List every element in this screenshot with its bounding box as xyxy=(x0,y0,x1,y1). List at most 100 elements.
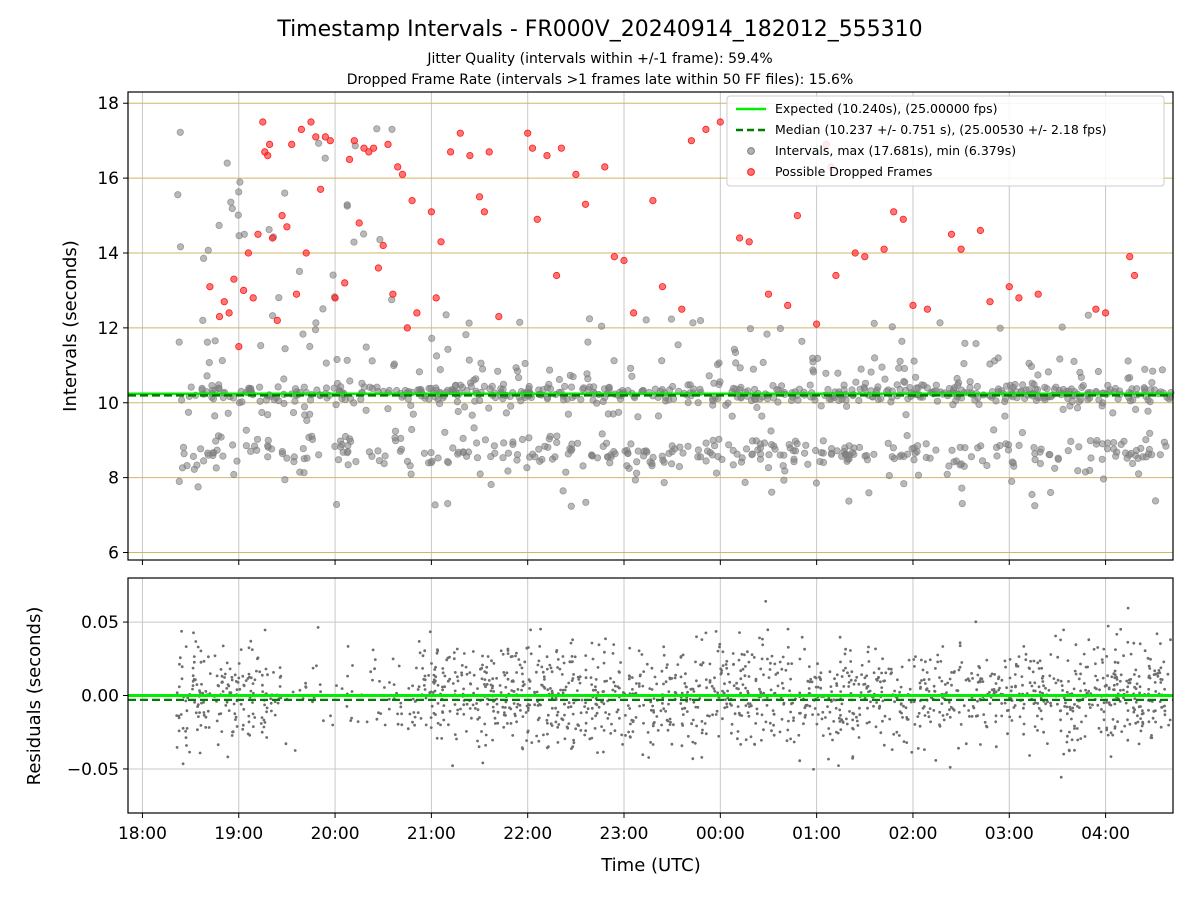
residual-point xyxy=(487,679,491,682)
residual-point xyxy=(1113,669,1117,673)
residual-point xyxy=(642,721,645,725)
interval-point xyxy=(344,441,352,450)
residual-point xyxy=(831,738,834,742)
residual-point xyxy=(443,674,447,678)
residual-point xyxy=(695,724,698,728)
residual-point xyxy=(1059,679,1063,683)
residual-point xyxy=(846,671,849,675)
residual-point xyxy=(1147,676,1151,679)
residual-point xyxy=(881,699,885,703)
residual-point xyxy=(516,688,520,691)
residual-point xyxy=(1139,717,1142,720)
dropped-frame-point xyxy=(369,144,378,152)
residual-point xyxy=(772,723,775,727)
residual-point xyxy=(653,675,657,679)
residual-point xyxy=(533,690,536,694)
interval-point xyxy=(793,440,801,448)
interval-point xyxy=(910,456,918,464)
residual-point xyxy=(695,635,698,639)
residual-point xyxy=(1059,709,1063,712)
interval-point xyxy=(813,354,822,362)
residual-point xyxy=(443,685,446,689)
residual-point xyxy=(957,746,960,750)
residual-point xyxy=(1115,678,1119,681)
residual-point xyxy=(561,655,565,658)
dropped-frame-point xyxy=(557,144,566,152)
interval-point xyxy=(1001,412,1009,420)
residual-point xyxy=(798,691,802,695)
dropped-frame-point xyxy=(610,253,619,261)
residual-point xyxy=(785,739,789,743)
interval-point xyxy=(610,357,618,365)
residual-point xyxy=(1102,710,1106,714)
residual-point xyxy=(744,665,747,668)
residual-point xyxy=(739,669,743,673)
interval-point xyxy=(253,435,262,443)
residual-point xyxy=(1115,675,1118,679)
residual-point xyxy=(962,704,966,708)
residual-point xyxy=(920,679,923,682)
residual-point xyxy=(537,739,541,743)
residual-point xyxy=(994,690,998,694)
interval-point xyxy=(453,398,461,406)
residual-point xyxy=(1068,730,1071,734)
residual-point xyxy=(1059,729,1063,733)
residual-point xyxy=(502,671,506,674)
residual-point xyxy=(716,691,719,695)
interval-point xyxy=(535,445,543,453)
residual-point xyxy=(1062,696,1066,700)
residual-point xyxy=(571,660,574,664)
residual-point xyxy=(985,658,989,662)
interval-point xyxy=(737,458,746,466)
interval-point xyxy=(465,356,473,364)
residual-point xyxy=(416,688,420,691)
residual-point xyxy=(216,743,220,747)
interval-point xyxy=(290,457,298,466)
interval-point xyxy=(264,442,272,450)
residual-point xyxy=(278,676,282,679)
residual-point xyxy=(680,691,684,695)
residual-point xyxy=(1030,684,1034,688)
interval-point xyxy=(748,450,756,459)
interval-point xyxy=(992,397,1000,405)
residual-point xyxy=(1073,703,1076,706)
residual-point xyxy=(792,740,796,744)
legend-dropped-label: Possible Dropped Frames xyxy=(775,164,932,179)
interval-point xyxy=(543,395,552,403)
dropped-frame-point xyxy=(379,241,387,250)
residual-point xyxy=(909,700,913,704)
interval-point xyxy=(331,442,339,450)
residual-point xyxy=(615,710,619,714)
residual-point xyxy=(948,677,952,681)
residual-point xyxy=(681,707,684,711)
residual-point xyxy=(1020,675,1024,678)
residual-point xyxy=(396,712,399,716)
interval-point xyxy=(477,359,485,367)
residual-point xyxy=(206,709,210,713)
residual-point xyxy=(546,732,549,736)
residual-point xyxy=(1036,714,1039,718)
interval-point xyxy=(299,444,307,453)
residual-point xyxy=(184,736,188,739)
residual-point xyxy=(1146,656,1150,660)
residual-point xyxy=(968,715,971,718)
legend-intervals-swatch xyxy=(747,147,755,155)
legend: Expected (10.240s), (25.00000 fps) Media… xyxy=(726,95,1165,187)
residual-point xyxy=(879,680,882,684)
residual-point xyxy=(764,720,768,724)
dropped-frame-point xyxy=(215,312,224,321)
interval-point xyxy=(321,154,329,162)
residual-point xyxy=(442,704,446,707)
residual-point xyxy=(712,687,716,690)
residual-point xyxy=(584,721,588,725)
residual-point xyxy=(843,652,847,656)
residual-point xyxy=(563,702,566,706)
residual-point xyxy=(1028,667,1031,670)
residual-point xyxy=(1037,707,1041,710)
interval-point xyxy=(236,178,244,186)
residual-point xyxy=(204,726,208,729)
interval-point xyxy=(525,382,533,391)
dropped-frame-point xyxy=(244,249,252,257)
residual-point xyxy=(501,705,505,709)
interval-point xyxy=(675,462,684,471)
